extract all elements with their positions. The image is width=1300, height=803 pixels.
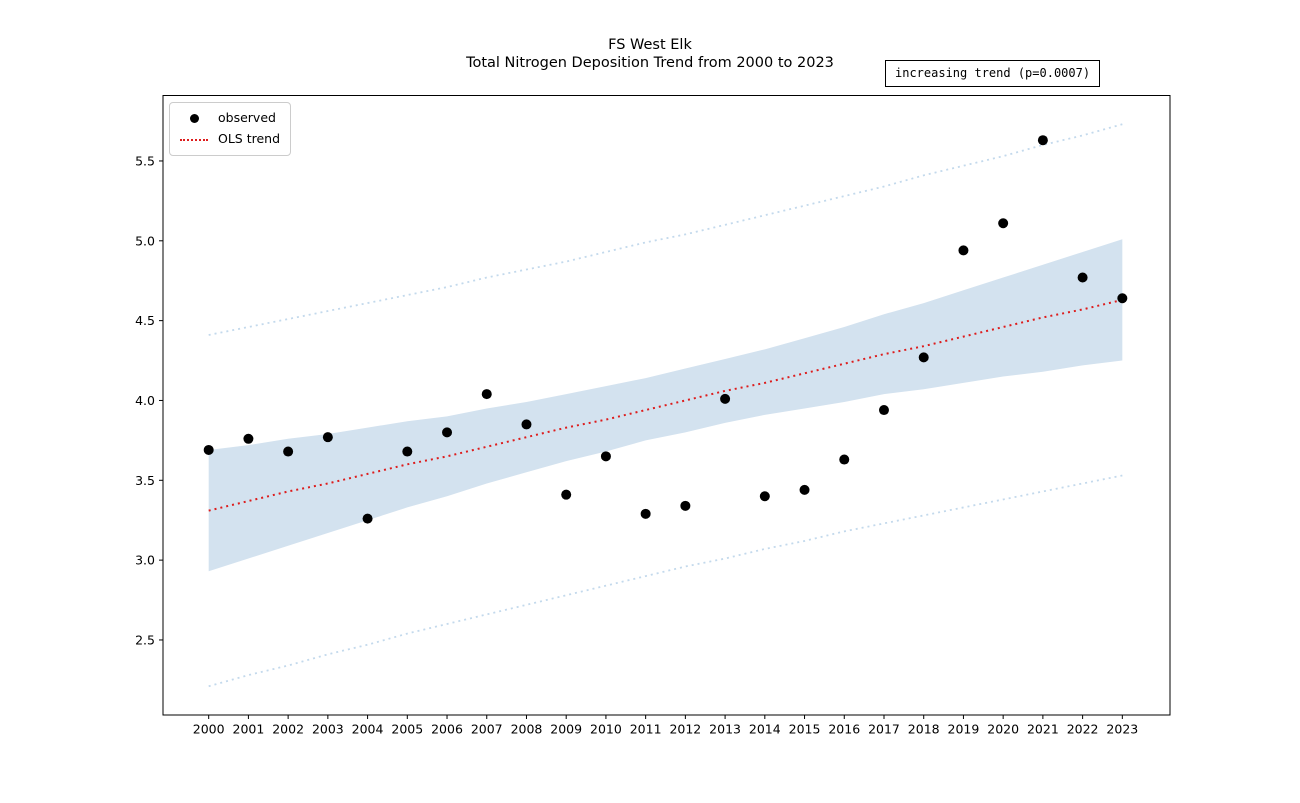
scatter-point-2012: [680, 500, 691, 511]
scatter-point-2008: [521, 419, 532, 430]
legend-label-ols-trend: OLS trend: [218, 131, 281, 147]
x-tick-label: 2002: [272, 722, 304, 737]
x-tick-label: 2015: [789, 722, 821, 737]
x-tick-label: 2020: [987, 722, 1019, 737]
x-tick-label: 2003: [312, 722, 344, 737]
scatter-point-2022: [1077, 272, 1088, 283]
scatter-point-2003: [322, 432, 333, 443]
observed-marker-icon: [179, 114, 209, 123]
x-tick-label: 2019: [948, 722, 980, 737]
scatter-point-2016: [839, 454, 850, 465]
x-tick-label: 2013: [709, 722, 741, 737]
legend-label-observed: observed: [218, 110, 276, 126]
y-tick-label: 4.0: [135, 393, 155, 408]
x-tick-label: 2000: [193, 722, 225, 737]
y-tick-label: 3.0: [135, 553, 155, 568]
legend-item-ols-trend: OLS trend: [179, 129, 280, 150]
scatter-point-2007: [481, 389, 492, 400]
x-tick-label: 2016: [828, 722, 860, 737]
chart-title-line2: Total Nitrogen Deposition Trend from 200…: [466, 55, 834, 71]
scatter-point-2020: [998, 218, 1009, 229]
y-tick-label: 5.5: [135, 153, 155, 168]
x-tick-label: 2001: [233, 722, 265, 737]
x-tick-label: 2014: [749, 722, 781, 737]
prediction-interval-lower-line: [208, 474, 1123, 688]
ols-trend-line: [208, 298, 1123, 512]
chart-title: FS West Elk Total Nitrogen Deposition Tr…: [466, 36, 834, 72]
x-tick-label: 2012: [669, 722, 701, 737]
scatter-point-2000: [203, 444, 214, 455]
scatter-point-2013: [720, 393, 731, 404]
x-tick-label: 2022: [1067, 722, 1099, 737]
legend-item-observed: observed: [179, 108, 280, 129]
ols-trend-line-icon: [179, 138, 209, 141]
scatter-point-2017: [878, 405, 889, 416]
scatter-point-2004: [362, 513, 373, 524]
x-tick-label: 2004: [352, 722, 384, 737]
trend-annotation-text: increasing trend (p=0.0007): [895, 66, 1091, 80]
y-tick-label: 4.5: [135, 313, 155, 328]
scatter-point-2005: [402, 446, 413, 457]
y-tick-label: 3.5: [135, 473, 155, 488]
scatter-point-2002: [283, 446, 294, 457]
scatter-point-2011: [640, 508, 651, 519]
x-tick-label: 2010: [590, 722, 622, 737]
chart-title-line1: FS West Elk: [608, 37, 692, 53]
x-tick-label: 2008: [511, 722, 543, 737]
scatter-point-2001: [243, 433, 254, 444]
x-tick-label: 2006: [431, 722, 463, 737]
trend-annotation-box: increasing trend (p=0.0007): [885, 60, 1101, 87]
prediction-interval-upper-line: [208, 123, 1123, 336]
scatter-point-2019: [958, 245, 969, 256]
x-tick-label: 2018: [908, 722, 940, 737]
scatter-point-2014: [759, 491, 770, 502]
scatter-point-2009: [561, 489, 572, 500]
x-tick-label: 2023: [1106, 722, 1138, 737]
x-tick-label: 2007: [471, 722, 503, 737]
scatter-point-2018: [918, 352, 929, 363]
x-tick-label: 2021: [1027, 722, 1059, 737]
legend: observed OLS trend: [169, 102, 292, 156]
scatter-point-2010: [600, 451, 611, 462]
scatter-point-2023: [1117, 293, 1128, 304]
x-tick-label: 2011: [630, 722, 662, 737]
scatter-point-2006: [442, 427, 453, 438]
y-tick-label: 2.5: [135, 632, 155, 647]
axes-frame: [162, 95, 1171, 716]
x-tick-label: 2009: [550, 722, 582, 737]
scatter-point-2021: [1037, 135, 1048, 146]
scatter-point-2015: [799, 484, 810, 495]
y-tick-label: 5.0: [135, 233, 155, 248]
x-tick-label: 2005: [391, 722, 423, 737]
x-tick-label: 2017: [868, 722, 900, 737]
